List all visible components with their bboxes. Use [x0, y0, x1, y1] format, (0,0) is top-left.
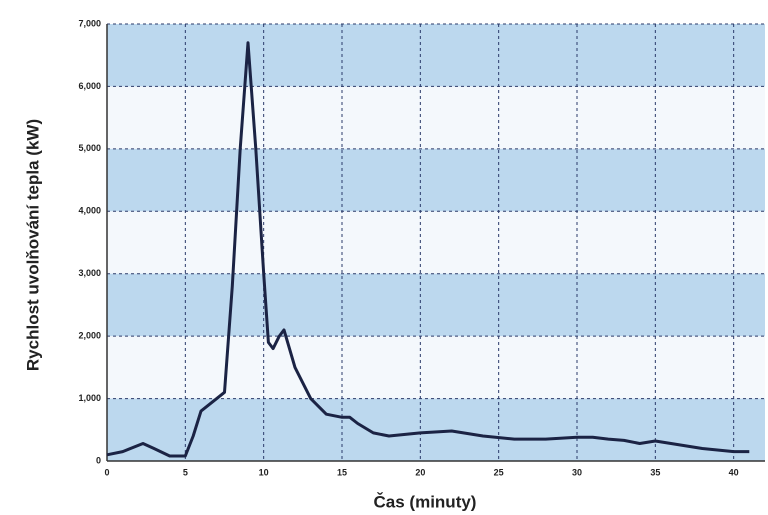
x-tick-label: 0	[104, 467, 109, 477]
x-tick-label: 10	[259, 467, 269, 477]
y-tick-label: 0	[96, 455, 101, 465]
y-tick-label: 5,000	[78, 143, 101, 153]
data-line	[106, 41, 750, 458]
x-tick-label: 15	[337, 467, 347, 477]
x-tick-label: 35	[650, 467, 660, 477]
x-tick-label: 20	[415, 467, 425, 477]
x-tick-label: 30	[572, 467, 582, 477]
background-band	[107, 24, 765, 87]
x-tick-label: 25	[494, 467, 504, 477]
y-tick-label: 3,000	[78, 268, 101, 278]
x-axis-title: Čas (minuty)	[374, 492, 477, 511]
x-tick-label: 40	[729, 467, 739, 477]
y-tick-label: 6,000	[78, 81, 101, 91]
background-band	[107, 273, 765, 337]
y-axis-title: Rychlost uvolňování tepla (kW)	[23, 119, 42, 371]
y-tick-label: 7,000	[78, 18, 101, 28]
plot-background	[107, 24, 765, 461]
y-tick-label: 2,000	[78, 331, 101, 341]
y-tick-label: 1,000	[78, 393, 101, 403]
background-band	[107, 148, 765, 212]
y-tick-label: 4,000	[78, 206, 101, 216]
x-tick-label: 5	[183, 467, 188, 477]
